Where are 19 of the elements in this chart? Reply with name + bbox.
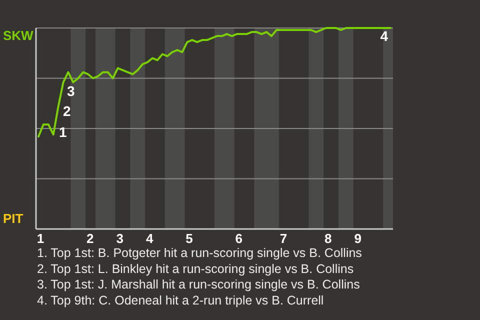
x-tick-label: 9: [354, 231, 362, 246]
text: SKW: [3, 28, 34, 43]
x-tick-label: 5: [186, 231, 193, 246]
x-tick-label: 4: [146, 231, 154, 246]
x-tick-label: 3: [116, 231, 124, 246]
x-tick-label: 7: [280, 231, 288, 246]
x-tick-label: 8: [324, 231, 332, 246]
annotation: 3: [67, 83, 75, 99]
x-tick-label: 1: [36, 231, 44, 246]
annotation: 4: [380, 28, 388, 44]
annotation: 1: [59, 124, 67, 140]
text: 4. Top 9th: C. Odeneal hit a 2-run triple vs B. Currell: [37, 293, 324, 308]
annotation: 2: [63, 103, 71, 119]
x-tick-label: 6: [235, 231, 242, 246]
text: PIT: [3, 211, 24, 226]
x-tick-label: 2: [86, 231, 94, 246]
text: 3. Top 1st: J. Marshall hit a run-scoring single vs B. Collins: [37, 278, 360, 292]
text: 1. Top 1st: B. Potgeter hit a run-scoring single vs B. Collins: [37, 246, 362, 260]
text: 2. Top 1st: L. Binkley hit a run-scoring single vs B. Collins: [37, 262, 354, 276]
